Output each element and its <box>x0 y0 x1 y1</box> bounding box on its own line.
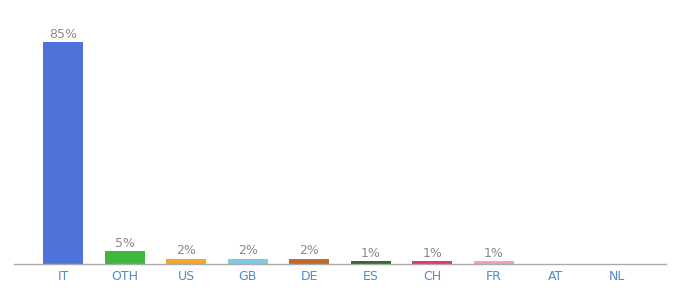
Text: 85%: 85% <box>49 28 78 41</box>
Bar <box>289 259 329 264</box>
Bar <box>412 261 452 264</box>
Bar <box>351 261 391 264</box>
Text: 2%: 2% <box>299 244 319 257</box>
Bar <box>474 261 513 264</box>
Text: 1%: 1% <box>483 247 504 260</box>
Text: 2%: 2% <box>176 244 197 257</box>
Text: 1%: 1% <box>361 247 381 260</box>
Text: 1%: 1% <box>422 247 442 260</box>
Bar <box>167 259 206 264</box>
Bar <box>228 259 268 264</box>
Bar <box>44 42 83 264</box>
Text: 2%: 2% <box>238 244 258 257</box>
Text: 5%: 5% <box>115 237 135 250</box>
Bar <box>105 251 145 264</box>
